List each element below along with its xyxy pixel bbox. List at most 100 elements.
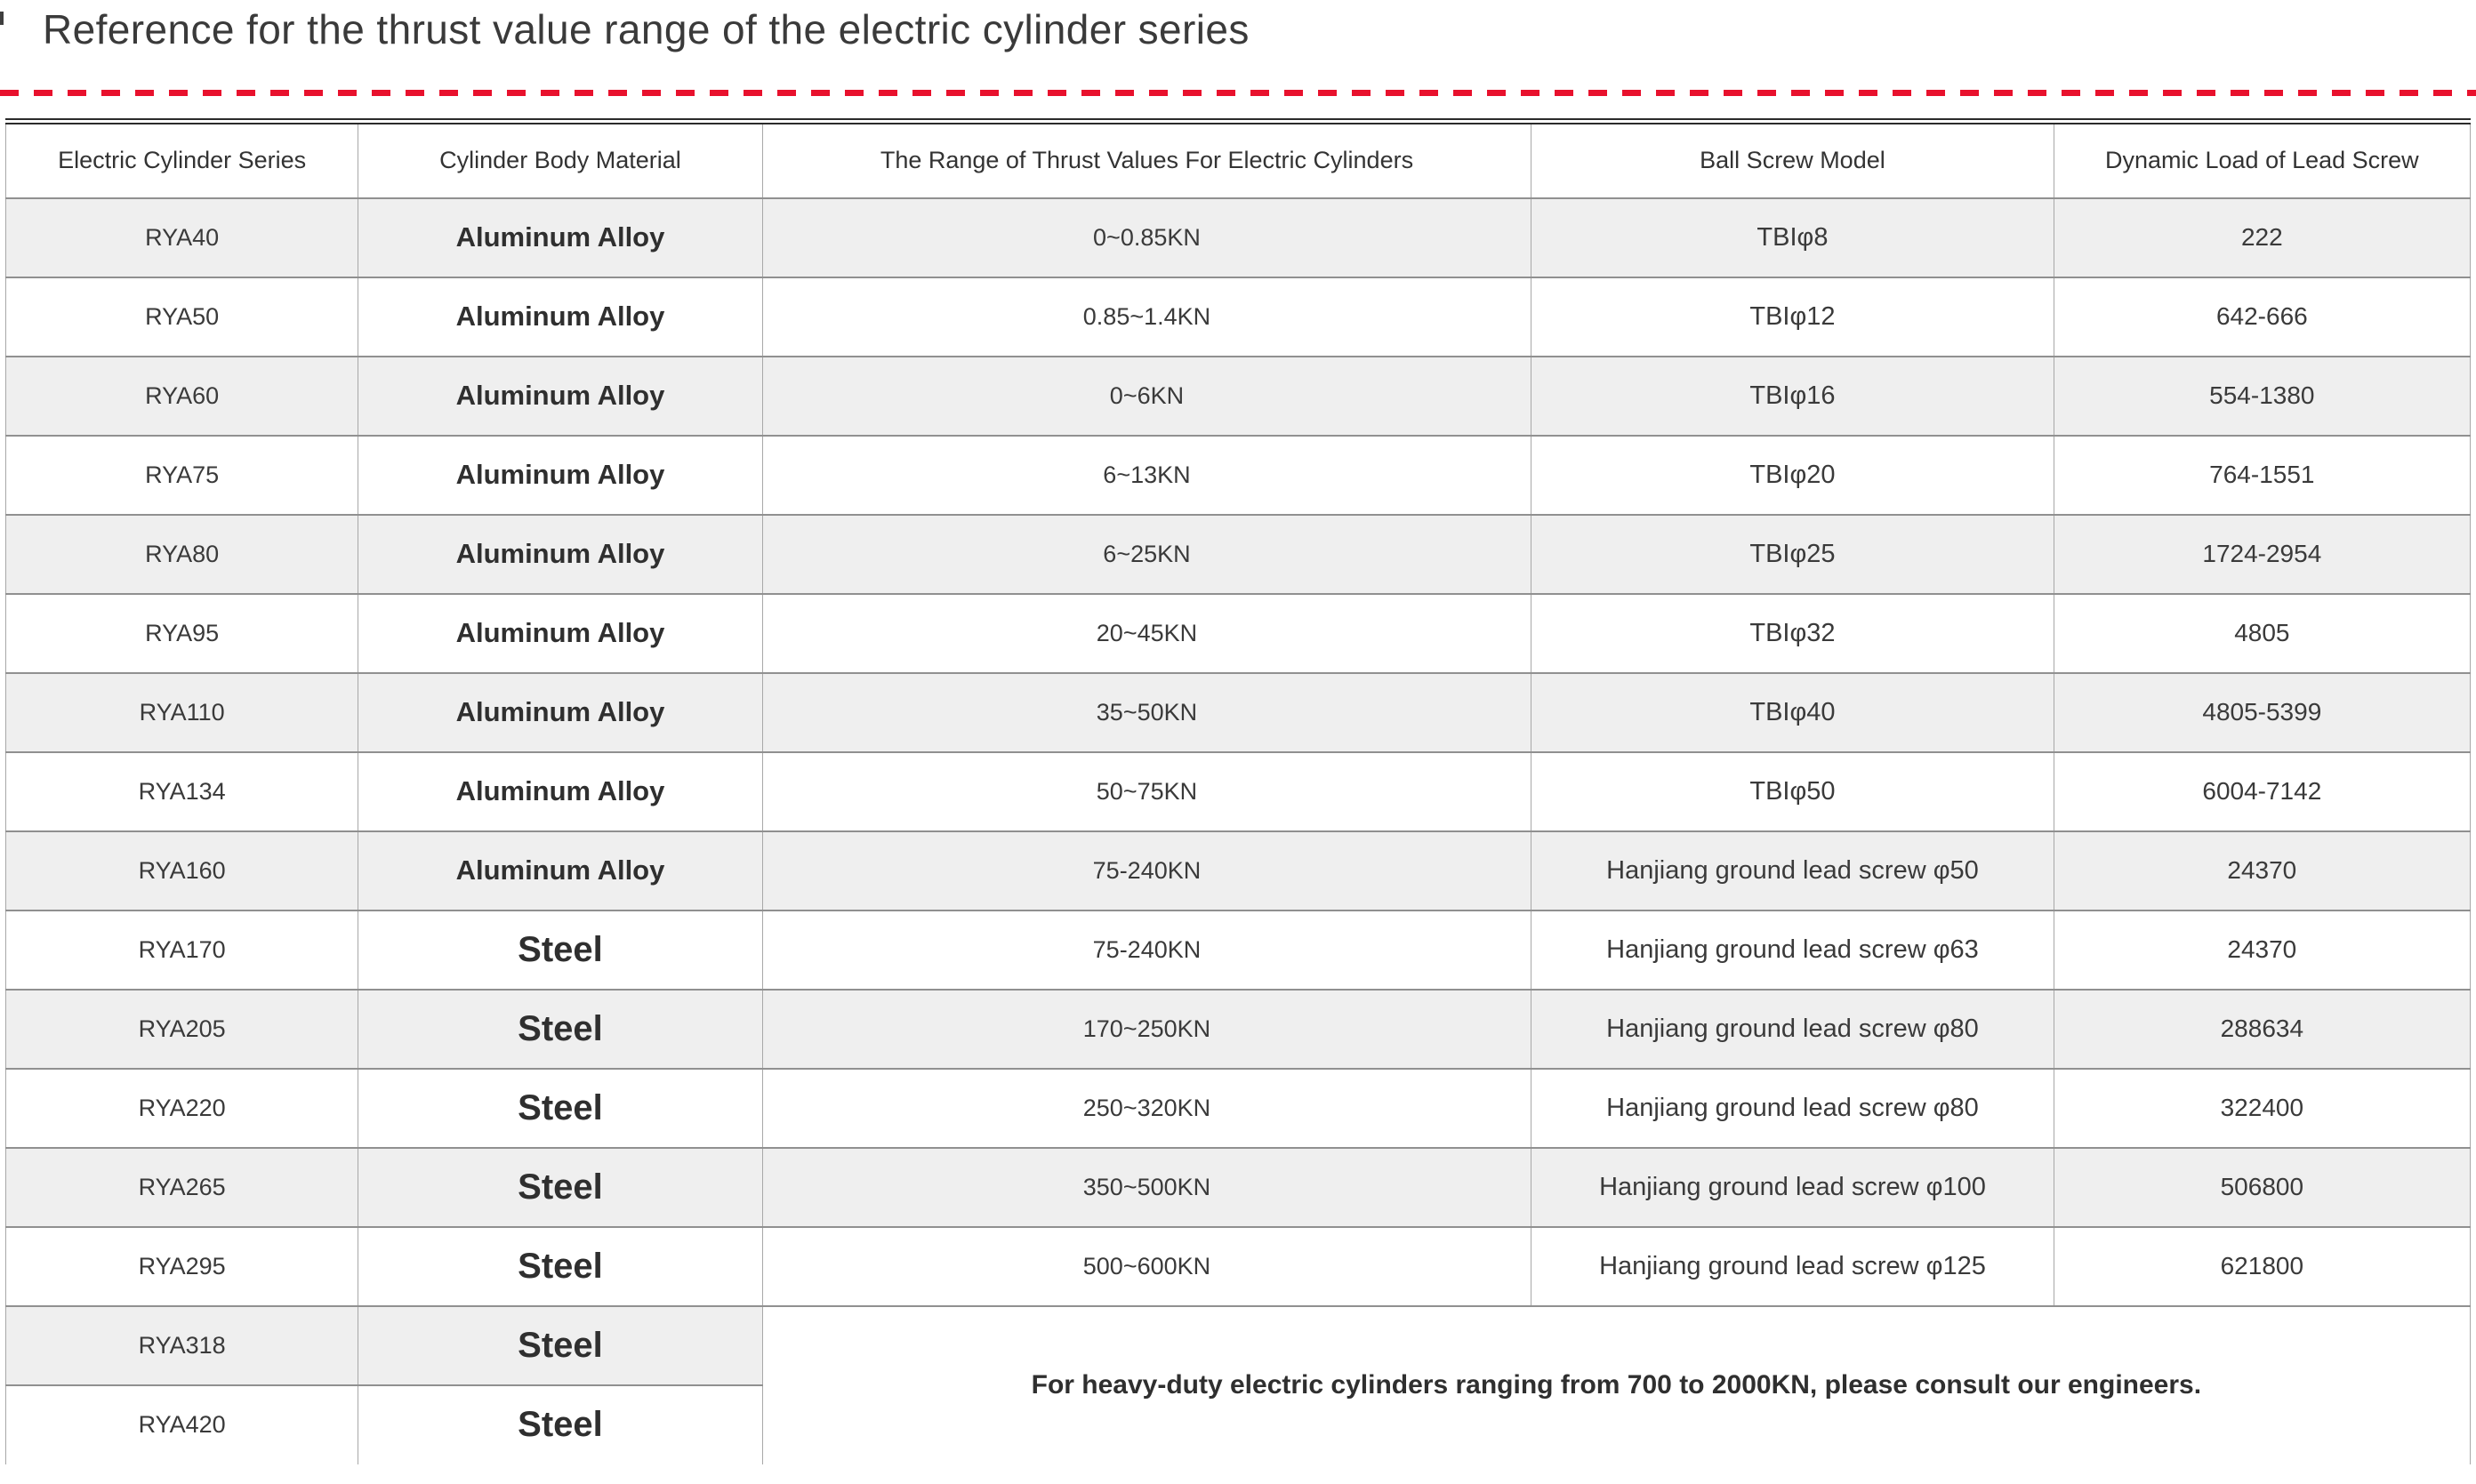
- cell-ball-screw-model: Hanjiang ground lead screw φ63: [1531, 910, 2054, 991]
- cell-dynamic-load: 288634: [2053, 989, 2472, 1070]
- table-row: RYA420 Steel: [4, 1384, 2471, 1464]
- table-row: RYA95 Aluminum Alloy 20~45KN TBIφ32 4805: [4, 593, 2472, 674]
- thrust-reference-table: Electric Cylinder Series Cylinder Body Ma…: [4, 118, 2472, 1464]
- title-bar: Reference for the thrust value range of …: [0, 0, 2476, 90]
- table-row: RYA295 Steel 500~600KN Hanjiang ground lead…: [4, 1226, 2472, 1307]
- table-row: RYA318 Steel For heavy-duty electric cylin…: [4, 1305, 2472, 1464]
- cell-thrust-range: 6~25KN: [761, 514, 1532, 595]
- cell-material: Aluminum Alloy: [358, 435, 763, 516]
- cell-dynamic-load: 4805-5399: [2053, 672, 2472, 753]
- cell-dynamic-load: 222: [2053, 197, 2472, 278]
- cell-series: RYA110: [4, 672, 359, 753]
- cell-series: RYA134: [4, 751, 359, 832]
- cell-thrust-range: 75-240KN: [761, 910, 1532, 991]
- cell-ball-screw-model: Hanjiang ground lead screw φ50: [1531, 830, 2054, 911]
- cell-series: RYA220: [4, 1068, 359, 1149]
- cell-dynamic-load: 554-1380: [2053, 356, 2472, 437]
- cell-material: Steel: [358, 1384, 763, 1464]
- cell-series: RYA295: [4, 1226, 359, 1307]
- table-row: RYA110 Aluminum Alloy 35~50KN TBIφ40 4805-53…: [4, 672, 2472, 753]
- cell-ball-screw-model: Hanjiang ground lead screw φ80: [1531, 1068, 2054, 1149]
- cell-thrust-range: 6~13KN: [761, 435, 1532, 516]
- table-row: RYA160 Aluminum Alloy 75-240KN Hanjiang gro…: [4, 830, 2472, 911]
- cell-series: RYA75: [4, 435, 359, 516]
- cell-material: Aluminum Alloy: [358, 197, 763, 278]
- cell-material: Steel: [358, 1147, 763, 1228]
- cell-dynamic-load: 1724-2954: [2053, 514, 2472, 595]
- cell-dynamic-load: 6004-7142: [2053, 751, 2472, 832]
- cell-material: Aluminum Alloy: [358, 830, 763, 911]
- cell-ball-screw-model: TBIφ25: [1531, 514, 2054, 595]
- cell-ball-screw-model: Hanjiang ground lead screw φ125: [1531, 1226, 2054, 1307]
- cell-material: Aluminum Alloy: [358, 751, 763, 832]
- cell-thrust-range: 35~50KN: [761, 672, 1532, 753]
- cell-dynamic-load: 322400: [2053, 1068, 2472, 1149]
- table-row: RYA80 Aluminum Alloy 6~25KN TBIφ25 1724-2954: [4, 514, 2472, 595]
- cell-series: RYA420: [4, 1384, 359, 1464]
- cell-series: RYA318: [4, 1305, 359, 1386]
- cell-series: RYA160: [4, 830, 359, 911]
- cell-ball-screw-model: Hanjiang ground lead screw φ80: [1531, 989, 2054, 1070]
- header-row: Electric Cylinder Series Cylinder Body Ma…: [4, 121, 2472, 199]
- cell-material: Aluminum Alloy: [358, 277, 763, 357]
- cell-thrust-range: 0~6KN: [761, 356, 1532, 437]
- table-row: RYA60 Aluminum Alloy 0~6KN TBIφ16 554-1380: [4, 356, 2472, 437]
- cell-series: RYA50: [4, 277, 359, 357]
- cell-thrust-range: 500~600KN: [761, 1226, 1532, 1307]
- red-dashed-divider: [0, 90, 2476, 96]
- cell-thrust-range: 0.85~1.4KN: [761, 277, 1532, 357]
- column-header: Cylinder Body Material: [358, 121, 763, 199]
- cell-series: RYA265: [4, 1147, 359, 1228]
- cell-ball-screw-model: TBIφ32: [1531, 593, 2054, 674]
- cell-ball-screw-model: Hanjiang ground lead screw φ100: [1531, 1147, 2054, 1228]
- table-row: RYA170 Steel 75-240KN Hanjiang ground lead …: [4, 910, 2472, 991]
- cell-ball-screw-model: TBIφ16: [1531, 356, 2054, 437]
- cell-thrust-range: 250~320KN: [761, 1068, 1532, 1149]
- cell-material: Aluminum Alloy: [358, 672, 763, 753]
- column-header: Electric Cylinder Series: [4, 121, 359, 199]
- cell-thrust-range: 50~75KN: [761, 751, 1532, 832]
- cell-series: RYA80: [4, 514, 359, 595]
- page-title: Reference for the thrust value range of …: [43, 6, 1250, 52]
- cell-material: Steel: [358, 989, 763, 1070]
- cell-material: Steel: [358, 910, 763, 991]
- cell-material: Aluminum Alloy: [358, 514, 763, 595]
- cell-dynamic-load: 4805: [2053, 593, 2472, 674]
- cell-material: Aluminum Alloy: [358, 593, 763, 674]
- cell-ball-screw-model: TBIφ12: [1531, 277, 2054, 357]
- table-row: RYA220 Steel 250~320KN Hanjiang ground lead…: [4, 1068, 2472, 1149]
- cell-series: RYA205: [4, 989, 359, 1070]
- table-row: RYA75 Aluminum Alloy 6~13KN TBIφ20 764-1551: [4, 435, 2472, 516]
- cell-thrust-range: 75-240KN: [761, 830, 1532, 911]
- cell-dynamic-load: 764-1551: [2053, 435, 2472, 516]
- cell-series: RYA95: [4, 593, 359, 674]
- column-header: Ball Screw Model: [1531, 121, 2054, 199]
- cell-ball-screw-model: TBIφ40: [1531, 672, 2054, 753]
- cell-series: RYA170: [4, 910, 359, 991]
- cell-dynamic-load: 24370: [2053, 830, 2472, 911]
- table-row: RYA265 Steel 350~500KN Hanjiang ground lead…: [4, 1147, 2472, 1228]
- consult-note: For heavy-duty electric cylinders rangin…: [761, 1305, 2472, 1464]
- cell-material: Steel: [358, 1305, 763, 1386]
- table-row: RYA134 Aluminum Alloy 50~75KN TBIφ50 6004-71…: [4, 751, 2472, 832]
- cell-series: RYA60: [4, 356, 359, 437]
- cell-material: Aluminum Alloy: [358, 356, 763, 437]
- cell-material: Steel: [358, 1226, 763, 1307]
- column-header: Dynamic Load of Lead Screw: [2053, 121, 2472, 199]
- cell-thrust-range: 350~500KN: [761, 1147, 1532, 1228]
- cell-ball-screw-model: TBIφ8: [1531, 197, 2054, 278]
- cell-thrust-range: 20~45KN: [761, 593, 1532, 674]
- cell-series: RYA40: [4, 197, 359, 278]
- left-edge-marker: [0, 12, 4, 25]
- cell-thrust-range: 170~250KN: [761, 989, 1532, 1070]
- cell-ball-screw-model: TBIφ50: [1531, 751, 2054, 832]
- cell-dynamic-load: 24370: [2053, 910, 2472, 991]
- table-row: RYA50 Aluminum Alloy 0.85~1.4KN TBIφ12 642-6…: [4, 277, 2472, 357]
- cell-dynamic-load: 621800: [2053, 1226, 2472, 1307]
- table-row: RYA205 Steel 170~250KN Hanjiang ground lead…: [4, 989, 2472, 1070]
- cell-dynamic-load: 506800: [2053, 1147, 2472, 1228]
- cell-dynamic-load: 642-666: [2053, 277, 2472, 357]
- cell-ball-screw-model: TBIφ20: [1531, 435, 2054, 516]
- table-row: RYA40 Aluminum Alloy 0~0.85KN TBIφ8 222: [4, 197, 2472, 278]
- cell-thrust-range: 0~0.85KN: [761, 197, 1532, 278]
